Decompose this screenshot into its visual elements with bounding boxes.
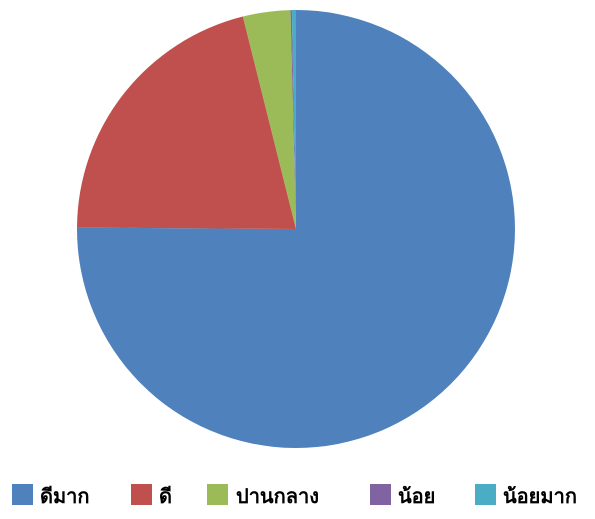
legend-item-1: ดี (131, 484, 172, 508)
legend-item-2: ปานกลาง (207, 484, 319, 508)
legend-label-0: ดีมาก (40, 484, 90, 508)
legend-item-4: น้อยมาก (475, 484, 577, 508)
legend-label-4: น้อยมาก (503, 484, 577, 508)
legend-item-3: น้อย (370, 484, 435, 508)
legend-swatch-2 (207, 484, 228, 505)
legend-item-0: ดีมาก (12, 484, 90, 508)
legend-label-2: ปานกลาง (236, 484, 319, 508)
legend-swatch-3 (370, 484, 391, 505)
legend: ดีมาก ดี ปานกลาง น้อย น้อยมาก (12, 484, 577, 508)
pie-slices (77, 10, 515, 448)
legend-label-3: น้อย (398, 484, 435, 508)
legend-swatch-0 (12, 484, 33, 505)
legend-swatch-4 (475, 484, 496, 505)
legend-label-1: ดี (159, 484, 172, 508)
legend-swatch-1 (131, 484, 152, 505)
